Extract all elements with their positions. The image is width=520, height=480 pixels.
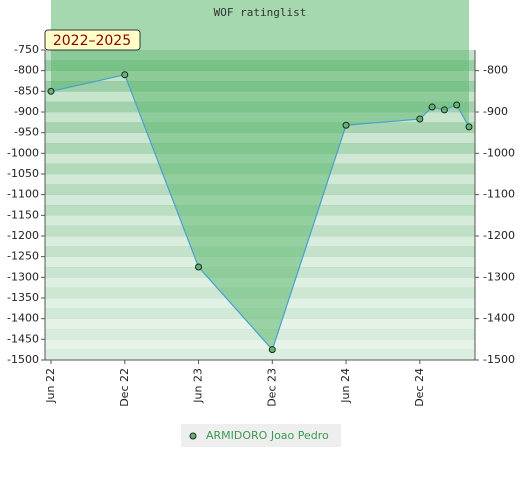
y2-tick-label: -1300 [483,270,515,283]
y2-tick-label: -800 [483,64,508,77]
y-tick-label: -1350 [7,291,39,304]
point [428,103,436,111]
badge [44,29,141,51]
y-tick-label: -800 [14,64,39,77]
y-tick-label: -1150 [7,208,39,221]
point [453,101,461,109]
y-tick-label: -1300 [7,270,39,283]
x-tick-label: Dec 23 [265,368,278,407]
legend-marker [189,432,197,440]
x-tick-label: Dec 24 [413,368,426,407]
x-tick-label: Jun 24 [339,368,352,404]
stripe [45,349,475,361]
y-tick-label: -1250 [7,250,39,263]
y2-tick-label: -1500 [483,353,515,366]
y2-tick-label: -1400 [483,312,515,325]
y-tick-label: -850 [14,84,39,97]
badge-text: 2022–2025 [53,33,131,49]
stripe [45,339,475,350]
y2-tick-label: -1200 [483,229,515,242]
line [50,74,470,351]
y-tick-label: -1200 [7,229,39,242]
point [268,346,276,354]
y2-tick-label: -1000 [483,146,515,159]
point [47,87,55,95]
y-tick-label: -750 [14,43,39,56]
point [440,106,448,114]
point [195,263,203,271]
y-tick-label: -1400 [7,312,39,325]
x-tick-label: Jun 22 [44,368,57,404]
chart-title: WOF ratinglist [214,6,307,19]
y-tick-label: -950 [14,126,39,139]
point [465,123,473,131]
y-tick-label: -1500 [7,353,39,366]
y2-tick-label: -1100 [483,188,515,201]
legend [181,424,341,447]
x-tick-label: Jun 23 [192,368,205,404]
point [342,121,350,129]
y-tick-label: -1050 [7,167,39,180]
legend-label: ARMIDORO Joao Pedro [206,429,329,442]
point [121,71,129,79]
y-tick-label: -900 [14,105,39,118]
plot [47,0,473,354]
area [51,0,469,350]
point [416,115,424,123]
x-tick-label: Dec 22 [118,368,131,407]
y-tick-label: -1000 [7,146,39,159]
y-tick-label: -1450 [7,332,39,345]
y-tick-label: -1100 [7,188,39,201]
y2-tick-label: -900 [483,105,508,118]
